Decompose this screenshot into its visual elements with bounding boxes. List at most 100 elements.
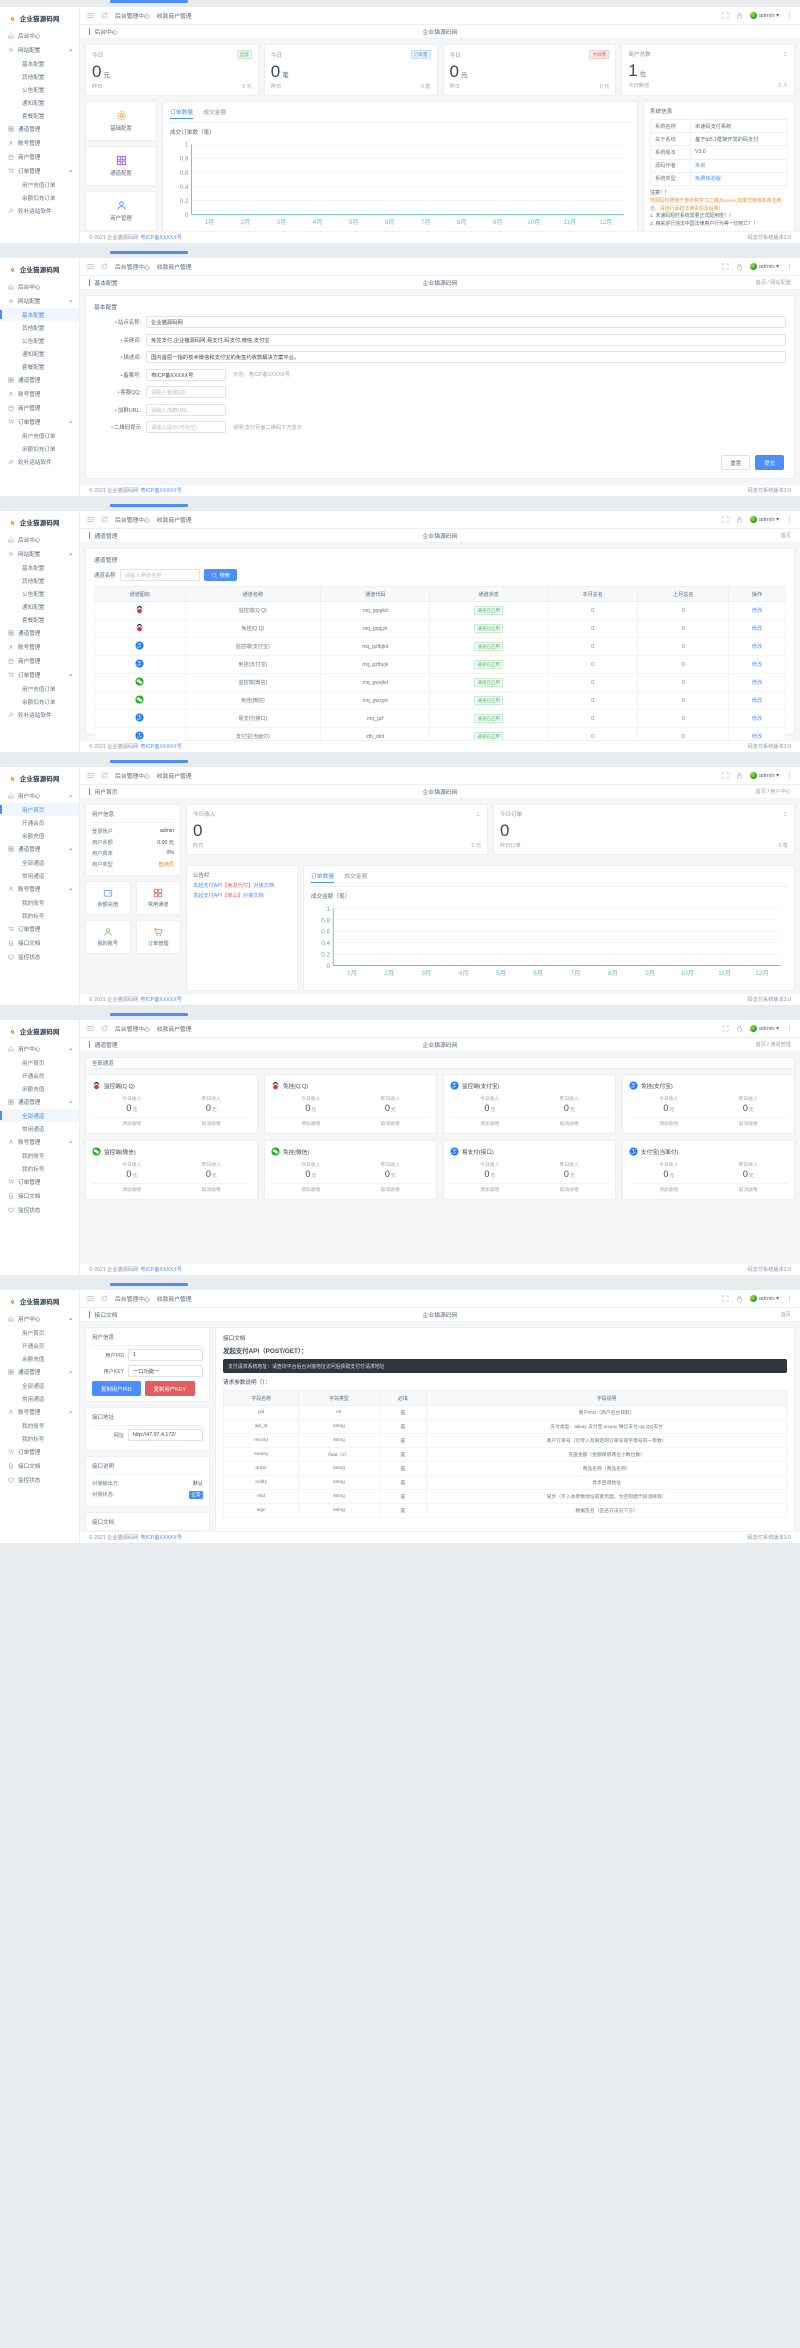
cell-action[interactable]: 修改 [728, 637, 786, 656]
browser-tab[interactable] [110, 504, 188, 507]
notice-link[interactable]: 发起支付API【免发代付】对接文档 [193, 883, 275, 889]
tile-常用通道[interactable]: 常用通道 [135, 881, 181, 915]
user-menu[interactable]: admin ▾ [749, 12, 779, 19]
copy-button-复制用户PID[interactable]: 复制用户PID [92, 1381, 141, 1396]
cell-action[interactable]: 修改 [728, 619, 786, 638]
user-menu[interactable]: admin ▾ [749, 263, 779, 270]
sidebar-item-账号管理[interactable]: 账号管理 ▴ [0, 882, 79, 896]
endpoint-input[interactable]: http://47.97.4.172/ [128, 1429, 203, 1441]
sidebar-item-监控状态[interactable]: 监控状态 [0, 1203, 79, 1217]
input-2[interactable]: 国内首屈一指的技术微信和支付宝的免签约收款解决方案平台。 [146, 351, 786, 363]
sidebar-item-通道管理[interactable]: 通道管理 [0, 373, 79, 387]
sidebar-item-商户管理[interactable]: 商户管理 [0, 654, 79, 668]
topbar-link-收款商户管理[interactable]: 收款商户管理 [156, 518, 192, 524]
subtab-bar[interactable]: 全部通道 [85, 1057, 795, 1069]
topbar-link-收款商户管理[interactable]: 收款商户管理 [156, 14, 192, 20]
channel-action[interactable]: 添加收喂 [480, 1121, 500, 1126]
input-3[interactable]: 粤ICP备XXXXX号 [146, 368, 226, 381]
sidebar-subitem-套餐配置[interactable]: 套餐配置 [0, 613, 79, 626]
sidebar-item-通道管理[interactable]: 通道管理 ▴ [0, 1095, 79, 1109]
sidebar-subitem-我的账号[interactable]: 我的账号 [0, 896, 79, 909]
sidebar-subitem-全部通道[interactable]: 全部通道 [0, 856, 79, 869]
sidebar-subitem-其他配置[interactable]: 其他配置 [0, 321, 79, 334]
quick-action-基础配置[interactable]: 基础配置 [85, 101, 157, 141]
sidebar-item-网站配置[interactable]: 网站配置 ▴ [0, 547, 79, 561]
tile-我的账号[interactable]: 我的账号 [85, 920, 131, 954]
topbar-link-后台管理中心[interactable]: 后台管理中心 [115, 1297, 150, 1303]
copy-button-复制用户KEY[interactable]: 复制用户KEY [144, 1381, 195, 1396]
sidebar-subitem-用户充值订单[interactable]: 用户充值订单 [0, 682, 79, 695]
cell-action[interactable]: 修改 [728, 727, 786, 740]
footer-icp[interactable]: 粤ICP备XXXXX号 [140, 744, 182, 750]
sidebar-item-订单管理[interactable]: 订单管理 ▴ [0, 164, 79, 178]
sidebar-subitem-余额充值[interactable]: 余额充值 [0, 1082, 79, 1095]
sidebar-item-订单管理[interactable]: 订单管理 ▴ [0, 668, 79, 682]
channel-action[interactable]: 取消收喂 [559, 1187, 579, 1192]
brand[interactable]: 企业猫源码网 [0, 1292, 79, 1310]
credential-input[interactable]: 1 [128, 1349, 203, 1361]
footer-icp[interactable]: 粤ICP备XXXXX号 [140, 235, 182, 241]
sidebar-item-后台中心[interactable]: 后台中心 [0, 280, 79, 294]
sidebar-subitem-开通会员[interactable]: 开通会员 [0, 816, 79, 829]
brand[interactable]: 企业猫源码网 [0, 769, 79, 787]
sidebar-subitem-公告配置[interactable]: 公告配置 [0, 587, 79, 600]
sidebar-subitem-其他配置[interactable]: 其他配置 [0, 70, 79, 83]
sidebar-item-监控状态[interactable]: 监控状态 [0, 950, 79, 964]
input-0[interactable]: 企业猫源码网 [146, 316, 786, 328]
channel-action[interactable]: 取消收喂 [380, 1187, 400, 1192]
tab-订单数量[interactable]: 订单数量 [170, 107, 194, 119]
sidebar-subitem-基本配置[interactable]: 基本配置 [0, 308, 79, 321]
channel-action[interactable]: 添加收喂 [122, 1121, 142, 1126]
brand[interactable]: 企业猫源码网 [0, 9, 79, 27]
sidebar-item-订单管理[interactable]: 订单管理 ▴ [0, 415, 79, 429]
search-button[interactable]: 搜索 [203, 569, 237, 581]
channel-action[interactable]: 取消收喂 [559, 1121, 579, 1126]
channel-action[interactable]: 添加收喂 [301, 1121, 321, 1126]
input-5[interactable]: 请输入加群URL [146, 403, 226, 416]
sidebar-subitem-常用通道[interactable]: 常用通道 [0, 1392, 79, 1405]
sidebar-item-轮补运站软件[interactable]: 轮补运站软件 [0, 455, 79, 469]
sidebar-subitem-公告配置[interactable]: 公告配置 [0, 83, 79, 96]
tab-成交金额[interactable]: 成交金额 [203, 110, 227, 116]
quick-action-通道配置[interactable]: 通道配置 [85, 146, 157, 186]
browser-tab[interactable] [110, 251, 188, 254]
browser-tab[interactable] [110, 1283, 188, 1286]
topbar-link-收款商户管理[interactable]: 收款商户管理 [156, 1027, 192, 1033]
sidebar-item-通道管理[interactable]: 通道管理 [0, 626, 79, 640]
topbar-link-收款商户管理[interactable]: 收款商户管理 [156, 774, 192, 780]
cell-action[interactable]: 修改 [728, 709, 786, 728]
topbar-link-后台管理中心[interactable]: 后台管理中心 [115, 14, 150, 20]
sidebar-subitem-公告配置[interactable]: 公告配置 [0, 334, 79, 347]
sidebar-item-订单管理[interactable]: 订单管理 [0, 922, 79, 936]
sidebar-subitem-套餐配置[interactable]: 套餐配置 [0, 109, 79, 122]
sidebar-subitem-通知配置[interactable]: 通知配置 [0, 347, 79, 360]
topbar-link-收款商户管理[interactable]: 收款商户管理 [156, 265, 192, 271]
tab-成交金额[interactable]: 成交金额 [344, 874, 368, 880]
user-menu[interactable]: admin ▾ [749, 516, 779, 523]
channel-action[interactable]: 取消收喂 [201, 1187, 221, 1192]
browser-tab[interactable] [110, 1013, 188, 1016]
sidebar-item-账号管理[interactable]: 账号管理 [0, 640, 79, 654]
sidebar-item-通道管理[interactable]: 通道管理 ▴ [0, 842, 79, 856]
sidebar-item-后台中心[interactable]: 后台中心 [0, 29, 79, 43]
cell-action[interactable]: 修改 [728, 601, 786, 620]
sidebar-subitem-我的标号[interactable]: 我的标号 [0, 1432, 79, 1445]
browser-tab[interactable] [110, 0, 188, 3]
sidebar-item-订单管理[interactable]: 订单管理 [0, 1445, 79, 1459]
channel-action[interactable]: 添加收喂 [301, 1187, 321, 1192]
quick-action-商户管理[interactable]: 商户管理 [85, 191, 157, 231]
sidebar-item-接口文档[interactable]: 接口文档 [0, 1459, 79, 1473]
reset-button[interactable]: 重置 [721, 455, 751, 470]
sidebar-subitem-余额扣充订单[interactable]: 余额扣充订单 [0, 695, 79, 708]
channel-action[interactable]: 添加收喂 [659, 1121, 679, 1126]
channel-action[interactable]: 取消收喂 [738, 1187, 758, 1192]
channel-action[interactable]: 取消收喂 [738, 1121, 758, 1126]
sidebar-item-网站配置[interactable]: 网站配置 ▴ [0, 43, 79, 57]
sidebar-item-后台中心[interactable]: 后台中心 [0, 533, 79, 547]
sidebar-subitem-用户首页[interactable]: 用户首页 [0, 803, 79, 816]
sidebar-subitem-我的账号[interactable]: 我的账号 [0, 1419, 79, 1432]
sidebar-item-用户中心[interactable]: 用户中心 ▴ [0, 1042, 79, 1056]
sidebar-subitem-用户充值订单[interactable]: 用户充值订单 [0, 178, 79, 191]
sidebar-subitem-开通会员[interactable]: 开通会员 [0, 1069, 79, 1082]
sidebar-item-商户管理[interactable]: 商户管理 [0, 150, 79, 164]
